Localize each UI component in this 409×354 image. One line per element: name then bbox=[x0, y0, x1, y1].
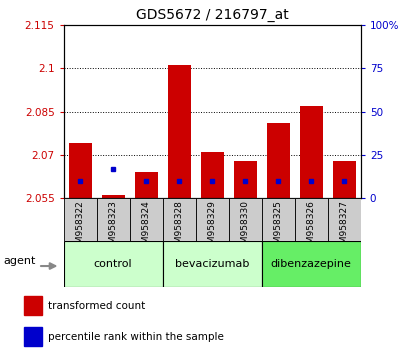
Bar bbox=[261, 198, 294, 241]
Text: transformed count: transformed count bbox=[47, 301, 144, 310]
Bar bbox=[228, 198, 261, 241]
Bar bbox=[134, 172, 157, 198]
Bar bbox=[63, 241, 162, 287]
Bar bbox=[101, 195, 124, 198]
Bar bbox=[299, 106, 322, 198]
Text: GSM958330: GSM958330 bbox=[240, 200, 249, 255]
Text: GSM958325: GSM958325 bbox=[273, 200, 282, 255]
Text: percentile rank within the sample: percentile rank within the sample bbox=[47, 331, 223, 342]
Text: GSM958326: GSM958326 bbox=[306, 200, 315, 255]
Text: control: control bbox=[94, 259, 132, 269]
Bar bbox=[294, 198, 327, 241]
Bar bbox=[233, 161, 256, 198]
Bar bbox=[332, 161, 355, 198]
Title: GDS5672 / 216797_at: GDS5672 / 216797_at bbox=[135, 8, 288, 22]
Bar bbox=[167, 65, 190, 198]
Bar bbox=[129, 198, 162, 241]
Text: GSM958329: GSM958329 bbox=[207, 200, 216, 255]
Bar bbox=[24, 327, 42, 346]
Bar bbox=[266, 123, 289, 198]
Bar bbox=[327, 198, 360, 241]
Bar bbox=[162, 198, 195, 241]
Text: agent: agent bbox=[3, 256, 36, 267]
Text: GSM958323: GSM958323 bbox=[108, 200, 117, 255]
Bar bbox=[200, 152, 223, 198]
Bar bbox=[162, 241, 261, 287]
Bar bbox=[24, 296, 42, 315]
Bar bbox=[63, 198, 97, 241]
Bar bbox=[68, 143, 91, 198]
Bar bbox=[97, 198, 129, 241]
Text: GSM958322: GSM958322 bbox=[75, 200, 84, 255]
Bar bbox=[261, 241, 360, 287]
Text: dibenzazepine: dibenzazepine bbox=[270, 259, 351, 269]
Text: GSM958327: GSM958327 bbox=[339, 200, 348, 255]
Text: GSM958328: GSM958328 bbox=[174, 200, 183, 255]
Text: bevacizumab: bevacizumab bbox=[175, 259, 249, 269]
Bar bbox=[195, 198, 228, 241]
Text: GSM958324: GSM958324 bbox=[141, 200, 150, 255]
